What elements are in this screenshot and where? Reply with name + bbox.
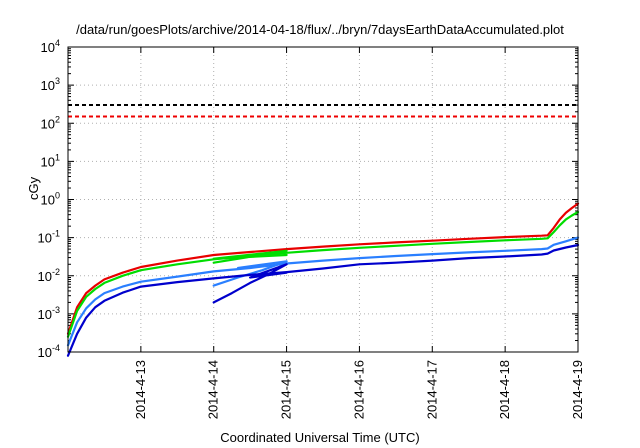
y-tick-label: 102: [41, 114, 60, 131]
y-tick-label: 10-4: [38, 343, 60, 360]
x-tick-label: 2014-4-17: [424, 360, 439, 419]
x-tick-label: 2014-4-16: [351, 360, 366, 419]
x-axis-label: Coordinated Universal Time (UTC): [220, 430, 420, 445]
chart-title: /data/run/goesPlots/archive/2014-04-18/f…: [76, 22, 564, 37]
x-tick-label: 2014-4-18: [497, 360, 512, 419]
series-line: [66, 210, 580, 338]
series-line: [66, 243, 580, 357]
x-tick-label: 2014-4-15: [279, 360, 294, 419]
y-tick-label: 101: [41, 152, 60, 169]
series-line: [212, 260, 288, 287]
y-tick-label: 104: [41, 38, 60, 55]
series-line: [66, 236, 580, 347]
x-tick-label: 2014-4-19: [570, 360, 585, 419]
series-line: [66, 202, 580, 335]
y-tick-label: 10-1: [38, 229, 60, 246]
series-line: [212, 263, 288, 304]
x-tick-label: 2014-4-13: [133, 360, 148, 419]
x-tick-label: 2014-4-14: [206, 360, 221, 419]
series-line: [212, 249, 288, 264]
y-tick-label: 100: [41, 191, 60, 208]
plot-frame: [67, 46, 579, 353]
y-tick-label: 103: [41, 76, 60, 93]
y-tick-label: 10-2: [38, 267, 60, 284]
y-tick-label: 10-3: [38, 305, 60, 322]
